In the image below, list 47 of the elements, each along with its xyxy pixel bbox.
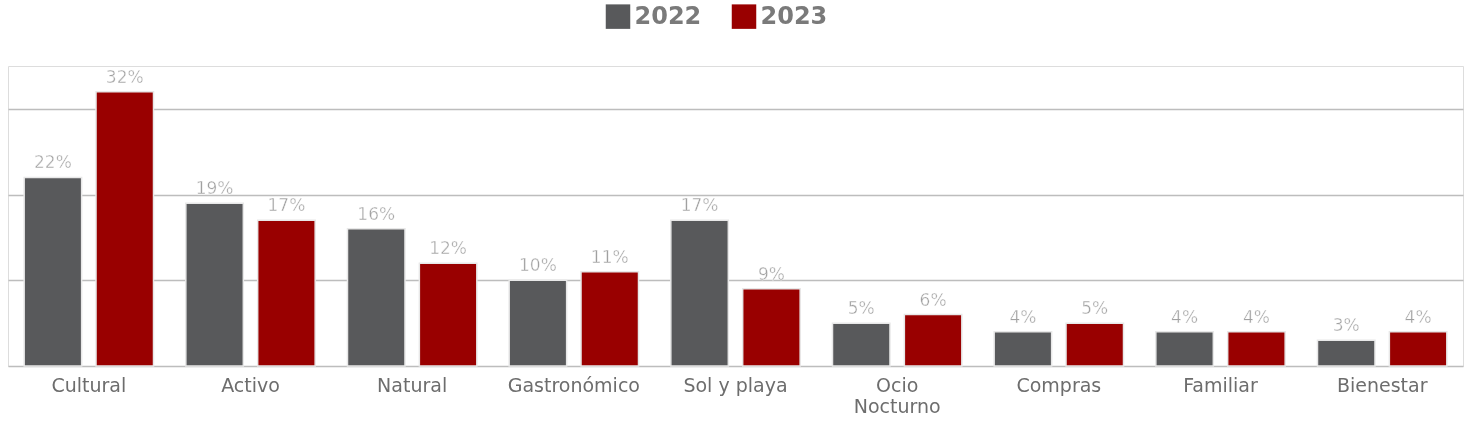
- bar: [1155, 330, 1215, 367]
- data-label: 16%: [357, 203, 396, 224]
- bar: [508, 279, 568, 367]
- legend-label: 2022: [634, 1, 702, 30]
- legend-label: 2023: [760, 1, 828, 30]
- bar: [903, 313, 963, 367]
- data-label: 17%: [267, 195, 306, 216]
- data-label: 22%: [34, 152, 72, 173]
- bar: [1388, 330, 1448, 367]
- bar: [993, 330, 1053, 367]
- data-label: 4%: [1404, 306, 1432, 327]
- data-label: 9%: [757, 263, 785, 284]
- bar: [831, 322, 891, 367]
- x-tick-label: Ocio Nocturno: [853, 373, 941, 417]
- x-tick-label: Sol y playa: [683, 373, 788, 396]
- data-label: 17%: [680, 195, 719, 216]
- data-label: 10%: [519, 255, 557, 276]
- data-label: 3%: [1332, 315, 1360, 336]
- data-label: 11%: [590, 246, 629, 267]
- data-label: 19%: [195, 178, 234, 199]
- x-tick-label: Cultural: [51, 373, 127, 396]
- data-label: 5%: [1081, 298, 1109, 319]
- data-label: 4%: [1242, 306, 1270, 327]
- data-label: 4%: [1171, 306, 1199, 327]
- bar: [1316, 339, 1376, 367]
- bar: [185, 202, 245, 367]
- data-label: 12%: [429, 238, 467, 259]
- bar: [741, 288, 801, 367]
- x-tick-label: Compras: [1016, 373, 1102, 396]
- bar: [1065, 322, 1125, 367]
- x-tick-label: Familiar: [1183, 373, 1258, 396]
- x-tick-label: Natural: [377, 373, 448, 396]
- x-tick-label: Activo: [221, 373, 280, 396]
- bar: [580, 270, 640, 367]
- data-label: 32%: [105, 66, 144, 87]
- bar: [23, 176, 83, 367]
- bar: [346, 228, 406, 367]
- bar: [1226, 330, 1286, 367]
- bar: [670, 219, 730, 367]
- data-label: 5%: [847, 298, 875, 319]
- x-tick-label: Bienestar: [1336, 373, 1428, 396]
- data-label: 4%: [1009, 306, 1037, 327]
- bar: [256, 219, 316, 367]
- bar: [418, 262, 478, 367]
- bar: [95, 90, 155, 367]
- x-tick-label: Gastronómico: [507, 373, 640, 396]
- data-label: 6%: [919, 289, 947, 310]
